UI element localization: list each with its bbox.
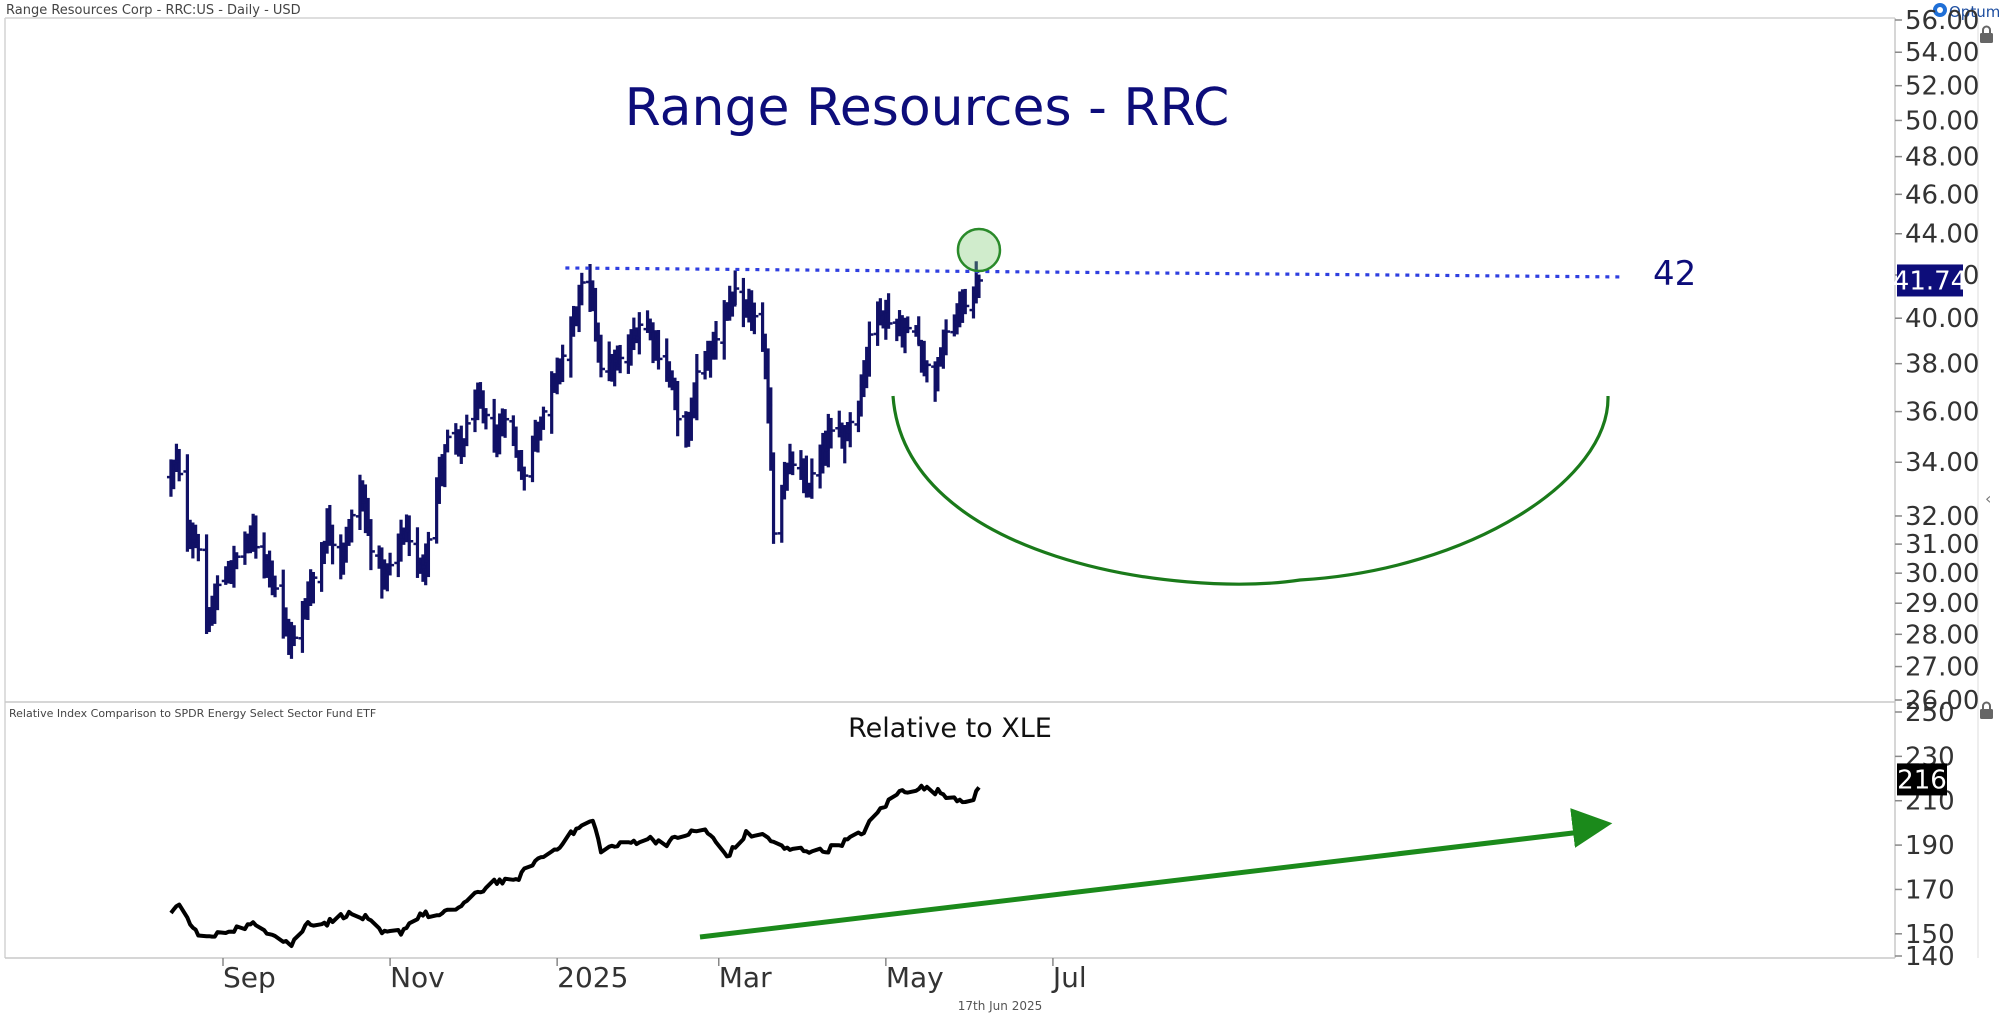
price-bar [405,515,414,557]
price-tick-label-9: 38.00 [1905,350,1979,380]
x-axis: Sep Nov 2025 Mar May Jul [222,958,1087,994]
price-bar [807,458,816,499]
price-bar [271,575,280,598]
price-bar [175,448,184,482]
relative-tick-label-0: 140 [1905,942,1955,972]
price-tick-label-0: 26.00 [1905,686,1979,716]
price-bar [213,575,222,611]
price-bar [922,360,931,383]
x-tick-label-3: Mar [719,961,772,994]
relative-last-value: 216 [1897,763,1947,796]
price-bar [194,533,203,562]
price-bar [673,381,682,437]
footer-date: 17th Jun 2025 [958,999,1043,1013]
price-bar [750,302,759,335]
price-bar [577,272,586,306]
lower-title: Relative to XLE [848,713,1052,744]
relative-line [169,783,981,948]
price-bar [712,321,721,360]
price-tick-label-4: 30.00 [1905,559,1979,589]
price-bar [788,451,797,476]
relative-tick-label-6: 250 [1905,698,1955,728]
relative-tick-label-2: 170 [1905,875,1955,905]
price-bar [884,293,893,329]
symbol-info: Range Resources Corp - RRC:US - Daily - … [6,3,301,18]
price-bar [328,524,337,565]
price-bar [520,466,529,491]
collapse-chevron-icon[interactable]: ‹ [1985,489,1991,508]
lock-icon-lower[interactable] [1980,701,1993,720]
price-bar [462,414,471,447]
price-tick-label-5: 31.00 [1905,530,1979,560]
price-bar [846,412,855,448]
price-tick-label-17: 54.00 [1905,38,1979,68]
price-bar [539,406,548,430]
price-bar [501,409,510,438]
price-bar [865,321,874,377]
price-tick-label-13: 46.00 [1905,180,1979,210]
chart-title: Range Resources - RRC [625,78,1230,138]
price-tick-label-18: 56.00 [1905,6,1979,36]
price-last-value: 41.74 [1893,264,1967,297]
resistance-label: 42 [1653,254,1696,294]
price-bar [251,515,260,559]
price-bar [386,552,395,576]
x-tick-label-5: Jul [1051,961,1087,994]
price-bar [424,531,433,578]
x-tick-label-4: May [886,961,944,994]
price-bar [481,408,490,430]
price-bars [166,261,983,659]
rounded-bottom-arc [891,395,1610,586]
price-bar [974,274,983,299]
price-bar [769,452,778,544]
price-bar [731,270,740,305]
x-tick-label-0: Sep [223,961,276,994]
relative-tick-label-1: 150 [1905,920,1955,950]
price-tick-label-8: 36.00 [1905,398,1979,428]
price-tick-label-3: 29.00 [1905,589,1979,619]
price-bar [942,319,951,356]
x-tick-label-2: 2025 [557,961,628,994]
price-tick-label-2: 28.00 [1905,620,1979,650]
price-bar [309,571,318,604]
price-tick-label-1: 27.00 [1905,653,1979,683]
price-bar [290,625,299,647]
price-tick-label-7: 34.00 [1905,448,1979,478]
price-tick-label-14: 48.00 [1905,143,1979,173]
breakout-circle [956,227,1002,273]
relative-line-group [169,783,981,948]
price-bar [692,353,701,421]
relative-tick-label-3: 190 [1905,831,1955,861]
price-tick-label-12: 44.00 [1905,220,1979,250]
price-tick-label-6: 32.00 [1905,502,1979,532]
price-bar [347,509,356,543]
price-bar [443,429,452,453]
uptrend-arrow [699,808,1613,940]
price-tick-label-15: 50.00 [1905,106,1979,136]
price-bar [961,288,970,315]
price-bar [232,552,241,570]
x-tick-label-1: Nov [390,961,445,994]
price-bar [654,330,663,370]
relative-last-value-text: 216 [1897,765,1947,795]
price-tick-label-16: 52.00 [1905,72,1979,102]
price-bar [827,417,836,449]
lock-icon[interactable] [1980,25,1993,44]
price-tick-label-10: 40.00 [1905,304,1979,334]
price-last-value-text: 41.74 [1893,266,1967,296]
price-bar [635,312,644,355]
price-bar [616,344,625,374]
lower-subtitle: Relative Index Comparison to SPDR Energy… [9,707,376,720]
optuma-logo: Optuma [1933,3,1999,21]
price-bar [558,344,567,383]
price-bar [366,519,375,571]
price-bar [903,316,912,333]
resistance-line [565,266,1623,279]
price-bar [596,334,605,378]
brand-label: Optuma [1949,3,1999,21]
